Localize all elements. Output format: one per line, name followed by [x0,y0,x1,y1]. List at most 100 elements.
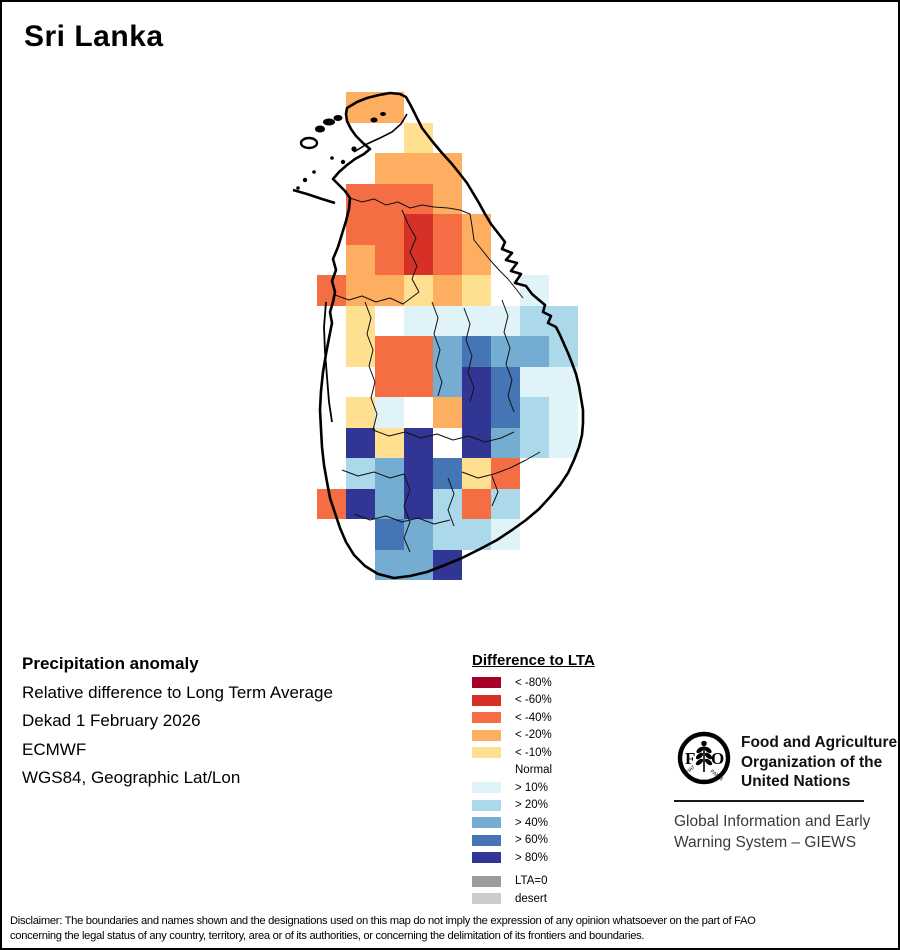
raster-cell [404,488,433,519]
raster-cell [462,275,491,306]
giews-label: Global Information and Early Warning Sys… [674,813,871,851]
raster-cell [375,153,404,184]
raster-cell [462,366,491,397]
page-title: Sri Lanka [24,20,164,53]
legend-swatch [472,747,501,759]
raster-cell [491,427,520,458]
legend-label: > 40% [515,816,548,829]
raster-cell [462,397,491,428]
raster-cell [346,427,375,458]
disclaimer-text: Disclaimer: The boundaries and names sho… [10,915,756,942]
legend-item: < -60% [472,692,595,710]
raster-cell [404,244,433,275]
legend-item: < -40% [472,709,595,727]
legend-item: < -80% [472,674,595,692]
legend-item: < -10% [472,744,595,762]
raster-cell [520,336,549,367]
raster-cell [549,336,578,367]
raster-cell [462,214,491,245]
legend-swatch [472,677,501,689]
raster-cell [346,458,375,489]
raster-cell [404,549,433,580]
legend-item: desert [472,890,595,908]
legend-label: > 10% [515,781,548,794]
puttalam-spit [323,301,333,423]
legend: Difference to LTA < -80% < -60% < -40% < -2… [472,652,595,908]
info-line-dekad: Dekad 1 February 2026 [22,711,201,730]
raster-cell [433,153,462,184]
raster-cell [375,92,404,123]
raster-cell [433,214,462,245]
raster-cell [433,366,462,397]
jaffna-islands [296,112,386,190]
mannar-island [292,188,336,205]
raster-cell [375,458,404,489]
legend-label: > 80% [515,851,548,864]
legend-swatch [472,852,501,864]
raster-cell [346,336,375,367]
raster-cell [375,427,404,458]
legend-swatch [472,694,501,706]
legend-swatch [472,834,501,846]
map-info-block: Precipitation anomaly Relative differenc… [22,650,333,793]
legend-item: LTA=0 [472,873,595,891]
legend-item: > 40% [472,814,595,832]
raster-cell [520,275,549,306]
raster-cell [549,397,578,428]
raster-cell [375,366,404,397]
raster-cell [346,305,375,336]
raster-cell [491,488,520,519]
raster-cell [404,183,433,214]
raster-cell [433,244,462,275]
raster-cell [549,427,578,458]
legend-label: LTA=0 [515,875,548,888]
legend-label: < -60% [515,694,552,707]
raster-cell [346,214,375,245]
info-heading: Precipitation anomaly [22,654,199,673]
legend-label: < -20% [515,729,552,742]
svg-text:F: F [685,749,695,768]
raster-cell [404,214,433,245]
raster-cell [520,427,549,458]
raster-cell [346,244,375,275]
raster-cell [462,305,491,336]
svg-text:O: O [711,749,724,768]
legend-swatch [472,765,501,776]
raster-cell [491,397,520,428]
raster-cell [375,549,404,580]
raster-cell [549,305,578,336]
raster-cell [404,275,433,306]
legend-label: < -80% [515,676,552,689]
raster-cell [433,519,462,550]
raster-cell [404,458,433,489]
legend-item: > 60% [472,832,595,850]
raster-cell [433,305,462,336]
raster-cell [404,336,433,367]
raster-cell [520,397,549,428]
raster-cell [462,488,491,519]
legend-swatch [472,893,501,905]
raster-cell [375,275,404,306]
raster-cell [404,122,433,153]
raster-cell [433,488,462,519]
raster-cell [491,366,520,397]
raster-cell [491,336,520,367]
raster-cell [433,397,462,428]
legend-label: < -40% [515,711,552,724]
legend-items: < -80% < -60% < -40% < -20% < -10% Normal > 10… [472,674,595,908]
raster-cell [433,549,462,580]
raster-cell [375,488,404,519]
raster-cell [520,366,549,397]
raster-cell [317,275,346,306]
info-line-subtitle: Relative difference to Long Term Average [22,682,333,702]
legend-swatch [472,875,501,887]
legend-label: > 20% [515,799,548,812]
info-line-source: ECMWF [22,739,87,759]
raster-cell [375,214,404,245]
raster-cell [375,397,404,428]
raster-cell [462,427,491,458]
wheat-ear-icon [695,740,713,772]
legend-swatch [472,712,501,724]
raster-cell [375,244,404,275]
